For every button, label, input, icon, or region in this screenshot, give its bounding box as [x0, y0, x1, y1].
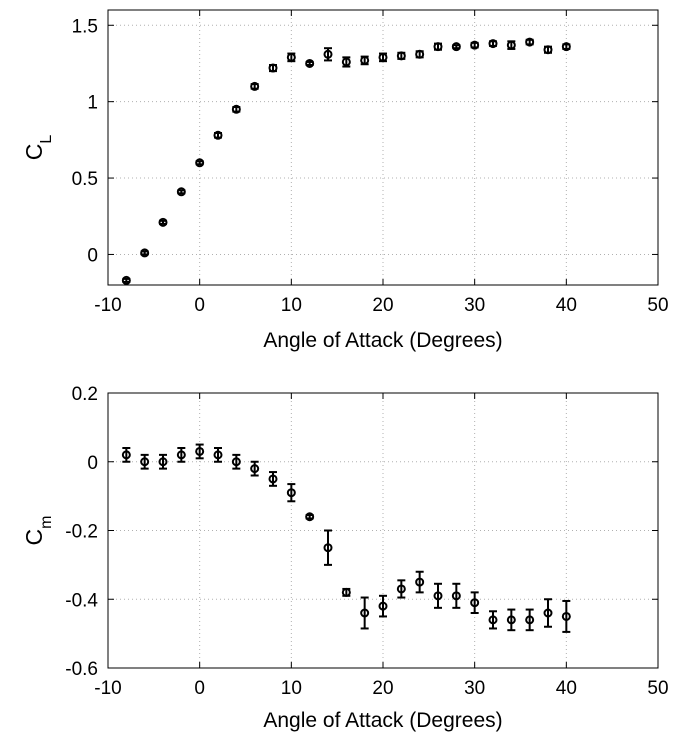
data-point — [506, 40, 516, 50]
data-point — [360, 55, 370, 65]
data-point — [433, 42, 443, 52]
data-point — [415, 49, 425, 59]
data-point — [378, 52, 388, 62]
data-point — [176, 450, 186, 460]
y-tick-label: 0.2 — [72, 384, 98, 405]
data-point — [561, 611, 571, 621]
x-tick-label: 10 — [281, 295, 302, 316]
data-point — [305, 512, 315, 522]
x-tick-label: 20 — [372, 295, 393, 316]
data-point — [561, 42, 571, 52]
x-tick-label: 0 — [194, 295, 205, 316]
data-point — [360, 608, 370, 618]
data-point — [543, 45, 553, 55]
data-point — [158, 217, 168, 227]
data-point — [488, 615, 498, 625]
y-axis-label-main: C — [21, 529, 47, 546]
y-axis-label: Cm — [21, 516, 55, 546]
y-tick-label: 0 — [87, 453, 98, 474]
data-point — [250, 464, 260, 474]
data-point — [250, 81, 260, 91]
data-point — [525, 37, 535, 47]
plot-frame — [107, 9, 659, 286]
x-tick-label: 50 — [647, 678, 668, 699]
data-point — [396, 51, 406, 61]
x-axis-label: Angle of Attack (Degrees) — [263, 329, 502, 352]
data-point — [378, 601, 388, 611]
x-tick-label: 30 — [464, 295, 485, 316]
x-tick-label: 0 — [194, 678, 205, 699]
data-point — [506, 615, 516, 625]
data-point — [286, 488, 296, 498]
plot-frame — [107, 392, 659, 669]
x-tick-label: -10 — [94, 678, 121, 699]
y-axis-label-subscript: m — [38, 516, 55, 529]
y-tick-label: -0.4 — [65, 590, 98, 611]
data-point — [121, 450, 131, 460]
data-point — [470, 598, 480, 608]
y-tick-label: 1 — [87, 93, 98, 114]
y-tick-label: -0.2 — [65, 522, 98, 543]
data-point — [396, 584, 406, 594]
data-point — [488, 39, 498, 49]
data-point — [213, 130, 223, 140]
data-point — [213, 450, 223, 460]
data-point — [305, 58, 315, 68]
y-tick-label: 0 — [87, 245, 98, 266]
data-point — [341, 57, 351, 67]
data-point — [341, 587, 351, 597]
data-point — [415, 577, 425, 587]
data-point — [231, 104, 241, 114]
data-point — [176, 187, 186, 197]
data-point — [158, 457, 168, 467]
plot-moment-coefficient: -10 0 10 20 30 40 50 -0.6 -0.4 -0.2 0 0.2 Angle of A… — [21, 384, 669, 732]
plot-lift-coefficient: -10 0 10 20 30 40 50 0 0.5 1 1.5 Angle of Attack (D… — [21, 9, 669, 352]
data-point — [543, 608, 553, 618]
data-point — [195, 158, 205, 168]
x-tick-label: -10 — [94, 295, 121, 316]
y-tick-label: -0.6 — [65, 659, 98, 680]
data-point — [231, 457, 241, 467]
data-point — [268, 63, 278, 73]
y-tick-label: 0.5 — [72, 169, 98, 190]
y-axis-label: CL — [21, 135, 55, 161]
data-point — [286, 52, 296, 62]
y-axis-label-subscript: L — [38, 135, 55, 144]
data-point — [451, 42, 461, 52]
data-point — [470, 40, 480, 50]
data-point — [121, 275, 131, 285]
data-point — [433, 591, 443, 601]
data-point — [525, 615, 535, 625]
x-axis-label: Angle of Attack (Degrees) — [263, 709, 502, 732]
data-point — [140, 457, 150, 467]
x-tick-label: 50 — [647, 295, 668, 316]
x-tick-label: 40 — [556, 678, 577, 699]
x-tick-label: 30 — [464, 678, 485, 699]
x-tick-label: 40 — [556, 295, 577, 316]
data-point — [195, 446, 205, 456]
y-axis-label-main: C — [21, 144, 47, 161]
y-tick-label: 1.5 — [72, 16, 98, 37]
x-tick-label: 10 — [281, 678, 302, 699]
data-point — [323, 543, 333, 553]
x-tick-label: 20 — [372, 678, 393, 699]
data-point — [323, 49, 333, 59]
data-point — [451, 591, 461, 601]
data-point — [140, 248, 150, 258]
data-point — [268, 474, 278, 484]
